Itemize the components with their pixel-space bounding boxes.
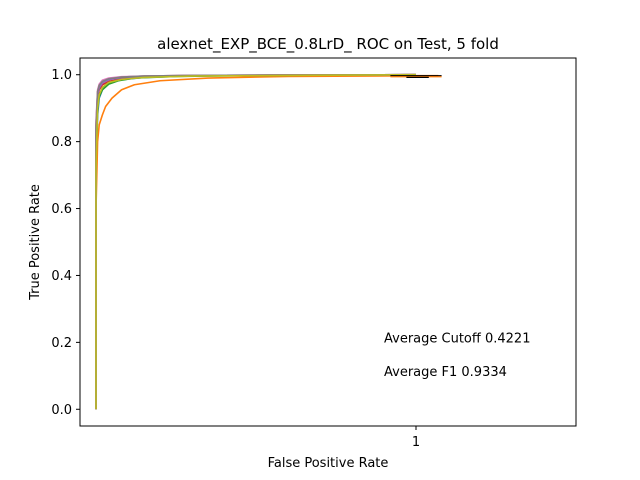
x-axis: 1 [412,426,420,450]
y-tick-label: 0.4 [51,269,72,284]
y-axis: 0.0 0.2 0.4 0.6 0.8 1.0 [51,68,80,418]
roc-curve-2 [95,74,439,410]
chart-title: alexnet_EXP_BCE_0.8LrD_ ROC on Test, 5 f… [157,35,499,54]
series-layer [95,73,439,410]
y-tick-label: 0.2 [51,336,72,351]
cutoff-marker-layer [390,75,442,79]
y-tick-label: 0.8 [51,135,72,150]
roc-curve-9 [95,73,417,410]
annotation-1: Average Cutoff 0.4221 [384,331,530,346]
annotation-2: Average F1 0.9334 [384,365,507,380]
plot-frame [79,57,577,427]
y-tick-label: 0.0 [51,403,72,418]
x-tick-label: 1 [412,435,420,450]
y-tick-label: 0.6 [51,202,72,217]
y-tick-label: 1.0 [51,68,72,83]
y-axis-label: True Positive Rate [28,184,43,301]
annotation-layer: Average Cutoff 0.4221 Average F1 0.9334 [384,331,530,379]
x-axis-label: False Positive Rate [268,456,389,471]
